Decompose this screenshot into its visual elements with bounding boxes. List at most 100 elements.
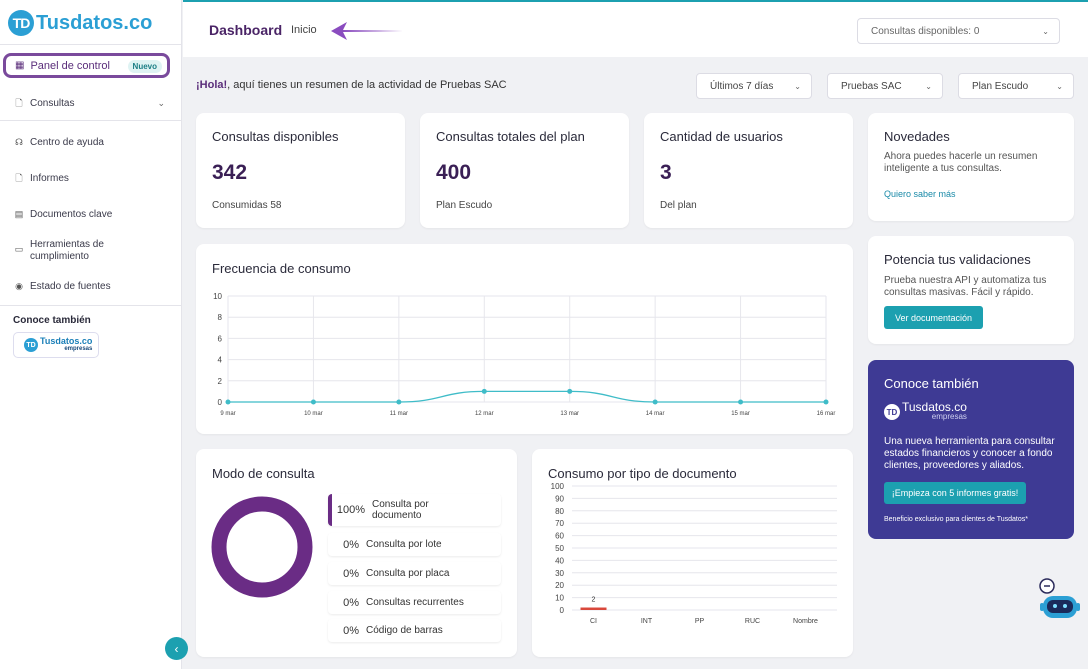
sidebar-item-label: Herramientas de cumplimiento — [30, 239, 104, 262]
data-point — [396, 399, 402, 405]
collapse-sidebar-button[interactable]: ‹ — [165, 637, 188, 660]
validations-title: Potencia tus validaciones — [884, 252, 1031, 267]
y-tick-label: 10 — [213, 292, 222, 301]
filter-value: Plan Escudo — [972, 80, 1029, 92]
filter-value: Pruebas SAC — [841, 80, 902, 92]
sidebar-item-consultas[interactable]: 🗋 Consultas — [14, 97, 75, 110]
promo-body: Una nueva herramienta para consultar est… — [884, 436, 1055, 471]
sidebar-item-centro-de-ayuda[interactable]: ☊ Centro de ayuda — [14, 137, 104, 148]
also-title: Conoce también — [13, 315, 91, 326]
sidebar-item-herramientas[interactable]: ▭ Herramientas de cumplimiento — [14, 239, 130, 263]
report-icon: 🗋 — [15, 172, 23, 183]
sidebar-item-label: Consultas — [30, 98, 75, 109]
x-tick-label: 10 mar — [304, 411, 323, 417]
x-tick-label: PP — [695, 618, 705, 625]
greeting-text: , aquí tienes un resumen de la actividad… — [227, 79, 507, 91]
stat-card-users: Cantidad de usuarios 3 Del plan — [644, 113, 853, 228]
news-body: Ahora puedes hacerle un resumen intelige… — [884, 151, 1038, 174]
y-tick-label: 8 — [218, 313, 223, 322]
sidebar-item-label: Informes — [30, 173, 69, 184]
mode-pct: 0% — [343, 624, 359, 637]
mode-label: Consulta por lote — [366, 539, 442, 550]
mode-label: Consulta por placa — [366, 568, 450, 579]
sidebar: TD Tusdatos.co ▦ Panel de control Nuevo … — [0, 0, 182, 669]
sidebar-item-label: Documentos clave — [30, 209, 113, 220]
logo[interactable]: TD Tusdatos.co — [8, 10, 152, 36]
sidebar-item-label: Estado de fuentes — [30, 281, 111, 292]
empresas-name: Tusdatos.co — [40, 336, 93, 346]
data-point — [823, 399, 829, 405]
line-chart: 0 2 4 6 8 10 9 mar 10 mar 11 mar 12 mar 13 mar 14 m… — [213, 292, 835, 417]
mode-row: 100% Consulta por documento — [328, 494, 501, 526]
y-tick-label: 2 — [218, 377, 223, 386]
logo-mark: TD — [8, 10, 34, 36]
x-tick-label: 12 mar — [475, 411, 494, 417]
breadcrumb[interactable]: Inicio — [291, 24, 317, 36]
mode-pct: 0% — [343, 567, 359, 580]
x-tick-label: 14 mar — [646, 411, 665, 417]
divider — [0, 305, 182, 306]
chatbot-icon[interactable] — [1038, 576, 1082, 624]
new-badge: Nuevo — [127, 60, 162, 73]
headset-icon: ☊ — [15, 137, 23, 147]
archive-icon: ▤ — [14, 209, 24, 219]
mode-label: Consultas recurrentes — [366, 597, 464, 608]
data-point — [652, 399, 658, 405]
data-point — [225, 399, 231, 405]
search-doc-icon: 🗋 — [15, 97, 23, 108]
doc-type-chart-card: Consumo por tipo de documento 0 10 20 30 40 5… — [532, 449, 853, 657]
empresas-link[interactable]: TD Tusdatos.co empresas — [13, 332, 99, 358]
x-tick-label: 15 mar — [731, 411, 750, 417]
sidebar-item-panel-de-control[interactable]: ▦ Panel de control Nuevo — [3, 53, 170, 78]
view-docs-button[interactable]: Ver documentación — [884, 306, 983, 329]
promo-logo: TD Tusdatos.co empresas — [884, 400, 967, 422]
chevron-down-icon: ⌄ — [1056, 82, 1063, 91]
credits-select[interactable]: Consultas disponibles: 0 ⌄ — [857, 18, 1060, 44]
y-tick-label: 0 — [560, 606, 565, 615]
stat-sub: Plan Escudo — [436, 200, 493, 211]
data-point — [481, 388, 487, 394]
y-tick-label: 100 — [551, 482, 565, 491]
y-tick-label: 20 — [555, 581, 564, 590]
stat-label: Cantidad de usuarios — [660, 129, 783, 144]
y-tick-label: 80 — [555, 507, 564, 516]
company-filter[interactable]: Pruebas SAC ⌄ — [827, 73, 943, 99]
data-label: 2 — [592, 597, 596, 604]
mode-title: Modo de consulta — [212, 466, 315, 481]
data-point — [310, 399, 316, 405]
stat-label: Consultas disponibles — [212, 129, 339, 144]
mode-row: 0% Consultas recurrentes — [328, 591, 501, 614]
promo-logo-name: Tusdatos.co — [902, 400, 967, 414]
y-tick-label: 4 — [218, 356, 223, 365]
mode-pct: 0% — [343, 538, 359, 551]
promo-logo-sub: empresas — [931, 412, 967, 421]
news-title: Novedades — [884, 129, 950, 144]
promo-cta-button[interactable]: ¡Empieza con 5 informes gratis! — [884, 482, 1026, 504]
data-point — [738, 399, 744, 405]
stat-label: Consultas totales del plan — [436, 129, 585, 144]
chevron-down-icon: ⌄ — [794, 82, 801, 91]
page-title: Dashboard — [209, 22, 283, 38]
y-tick-label: 0 — [218, 398, 223, 407]
sidebar-item-informes[interactable]: 🗋 Informes — [14, 172, 69, 185]
credits-value: Consultas disponibles: 0 — [871, 25, 980, 37]
x-tick-label: INT — [641, 618, 653, 625]
mode-row: 0% Código de barras — [328, 619, 501, 642]
folder-icon: ▭ — [14, 243, 24, 254]
y-tick-label: 70 — [555, 519, 564, 528]
promo-card: Conoce también TD Tusdatos.co empresas U… — [868, 360, 1074, 539]
broadcast-icon: ◉ — [15, 281, 23, 291]
sidebar-item-documentos-clave[interactable]: ▤ Documentos clave — [14, 209, 113, 220]
plan-filter[interactable]: Plan Escudo ⌄ — [958, 73, 1074, 99]
data-point — [567, 388, 573, 394]
sidebar-item-label: Centro de ayuda — [30, 137, 104, 148]
y-tick-label: 10 — [555, 594, 564, 603]
y-tick-label: 30 — [555, 569, 564, 578]
news-card: Novedades Ahora puedes hacerle un resume… — [868, 113, 1074, 221]
sidebar-item-estado-de-fuentes[interactable]: ◉ Estado de fuentes — [14, 281, 111, 292]
date-range-filter[interactable]: Últimos 7 días ⌄ — [696, 73, 812, 99]
chevron-down-icon[interactable]: ⌄ — [157, 98, 165, 108]
stat-value: 342 — [212, 161, 248, 184]
stat-value: 3 — [660, 161, 672, 184]
news-link[interactable]: Quiero saber más — [884, 189, 956, 199]
